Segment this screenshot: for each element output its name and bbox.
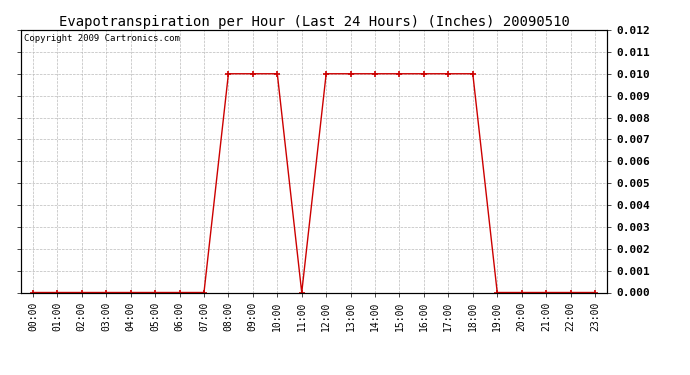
- Title: Evapotranspiration per Hour (Last 24 Hours) (Inches) 20090510: Evapotranspiration per Hour (Last 24 Hou…: [59, 15, 569, 29]
- Text: Copyright 2009 Cartronics.com: Copyright 2009 Cartronics.com: [23, 34, 179, 43]
